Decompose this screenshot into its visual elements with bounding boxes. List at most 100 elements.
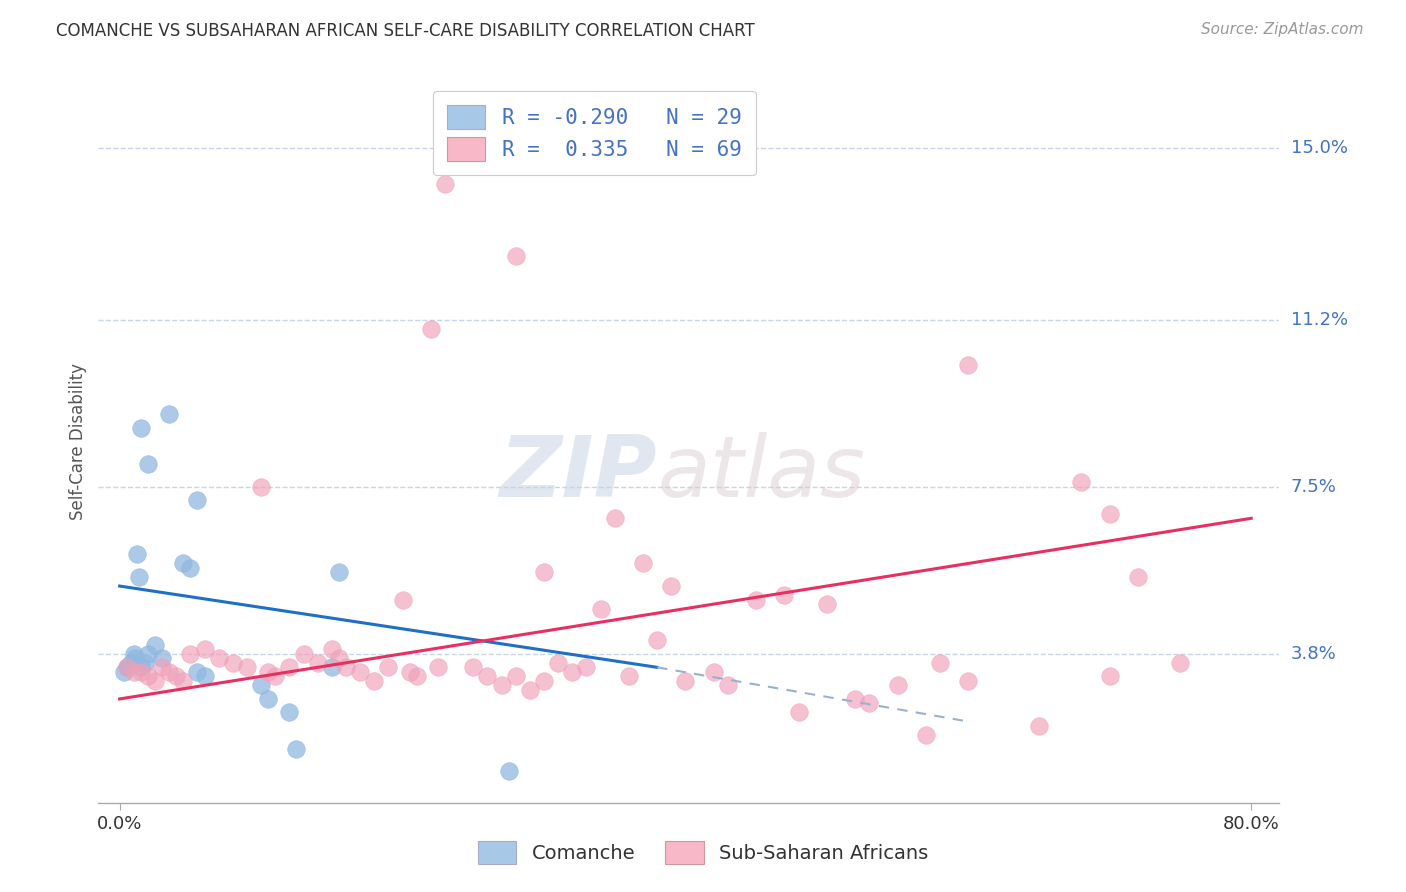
Point [533,673,555,688]
Point [631,557,654,571]
Point [179,561,201,575]
Point [505,249,527,263]
Text: 11.2%: 11.2% [1291,310,1348,328]
Point [321,642,343,657]
Point [603,511,626,525]
Point [157,408,180,422]
Point [250,678,273,692]
Point [561,665,583,679]
Legend: R = -0.290   N = 29, R =  0.335   N = 69: R = -0.290 N = 29, R = 0.335 N = 69 [433,91,756,176]
Point [143,673,166,688]
Text: ZIP: ZIP [499,432,657,515]
Point [1126,570,1149,584]
Point [533,566,555,580]
Point [659,579,682,593]
Point [278,706,301,720]
Point [915,728,938,742]
Point [150,651,173,665]
Point [426,660,449,674]
Point [886,678,908,692]
Point [957,358,980,372]
Point [222,656,245,670]
Point [120,656,142,670]
Point [128,570,150,584]
Point [264,669,287,683]
Text: 3.8%: 3.8% [1291,645,1336,663]
Text: 7.5%: 7.5% [1291,478,1337,496]
Point [547,656,569,670]
Point [250,480,273,494]
Point [433,177,456,191]
Point [129,421,152,435]
Point [957,673,980,688]
Y-axis label: Self-Care Disability: Self-Care Disability [69,363,87,520]
Text: atlas: atlas [657,432,865,515]
Point [349,665,371,679]
Point [1170,656,1192,670]
Point [1028,719,1050,733]
Point [115,660,138,674]
Text: 15.0%: 15.0% [1291,139,1347,157]
Point [773,588,796,602]
Point [257,665,280,679]
Point [498,764,520,779]
Legend: Comanche, Sub-Saharan Africans: Comanche, Sub-Saharan Africans [468,831,938,873]
Point [505,669,527,683]
Text: COMANCHE VS SUBSAHARAN AFRICAN SELF-CARE DISABILITY CORRELATION CHART: COMANCHE VS SUBSAHARAN AFRICAN SELF-CARE… [56,22,755,40]
Point [858,697,880,711]
Point [150,660,173,674]
Point [703,665,725,679]
Point [328,566,350,580]
Point [377,660,399,674]
Point [321,660,343,674]
Point [292,647,315,661]
Point [179,647,201,661]
Point [129,665,152,679]
Point [1098,669,1121,683]
Point [491,678,513,692]
Point [405,669,427,683]
Point [236,660,259,674]
Point [477,669,499,683]
Point [307,656,329,670]
Point [193,642,215,657]
Point [787,706,810,720]
Point [121,656,143,670]
Point [115,660,138,674]
Point [419,321,441,335]
Text: Source: ZipAtlas.com: Source: ZipAtlas.com [1201,22,1364,37]
Point [257,692,280,706]
Point [129,660,152,674]
Point [172,557,194,571]
Point [124,651,146,665]
Point [112,665,135,679]
Point [186,665,208,679]
Point [328,651,350,665]
Point [745,592,768,607]
Point [157,665,180,679]
Point [285,741,308,756]
Point [122,665,145,679]
Point [193,669,215,683]
Point [363,673,385,688]
Point [125,548,148,562]
Point [673,673,696,688]
Point [335,660,357,674]
Point [143,638,166,652]
Point [519,682,541,697]
Point [589,601,612,615]
Point [717,678,740,692]
Point [1070,475,1092,490]
Point [1098,507,1121,521]
Point [186,493,208,508]
Point [645,633,668,648]
Point [844,692,866,706]
Point [136,669,159,683]
Point [136,647,159,661]
Point [815,597,838,611]
Point [134,656,156,670]
Point [617,669,640,683]
Point [208,651,231,665]
Point [172,673,194,688]
Point [122,647,145,661]
